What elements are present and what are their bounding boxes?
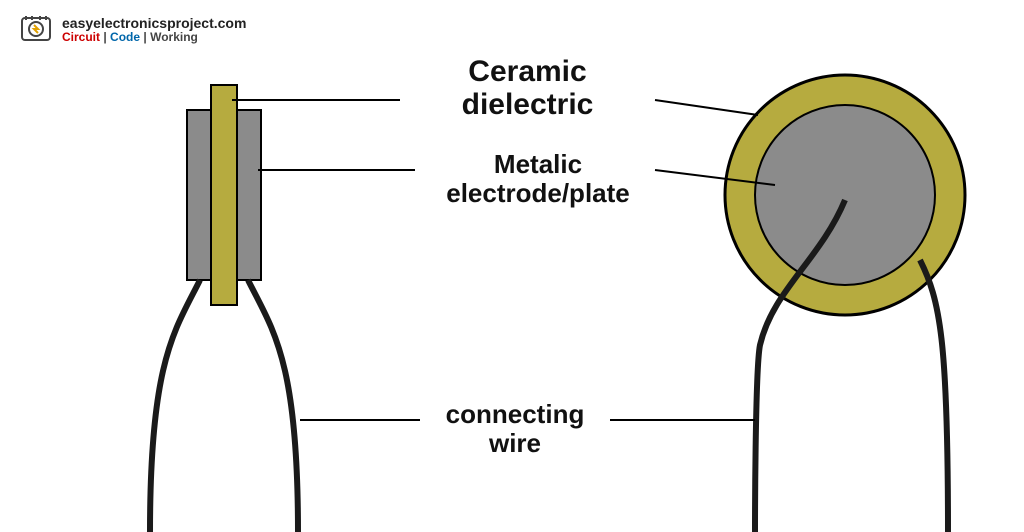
label-metalic: Metalic electrode/plate	[418, 150, 658, 207]
side-plate-right	[237, 110, 261, 280]
label-ceramic: Ceramic dielectric	[400, 55, 655, 121]
front-wire-right	[920, 260, 948, 532]
side-wire-right	[248, 280, 298, 532]
side-ceramic	[211, 85, 237, 305]
side-plate-left	[187, 110, 211, 280]
leader-lines	[232, 100, 775, 420]
side-view	[150, 85, 298, 532]
label-wire: connecting wire	[420, 400, 610, 457]
side-wire-left	[150, 280, 200, 532]
front-metal-plate	[755, 105, 935, 285]
leader-ceramic-right	[655, 100, 758, 115]
front-view	[725, 75, 965, 532]
